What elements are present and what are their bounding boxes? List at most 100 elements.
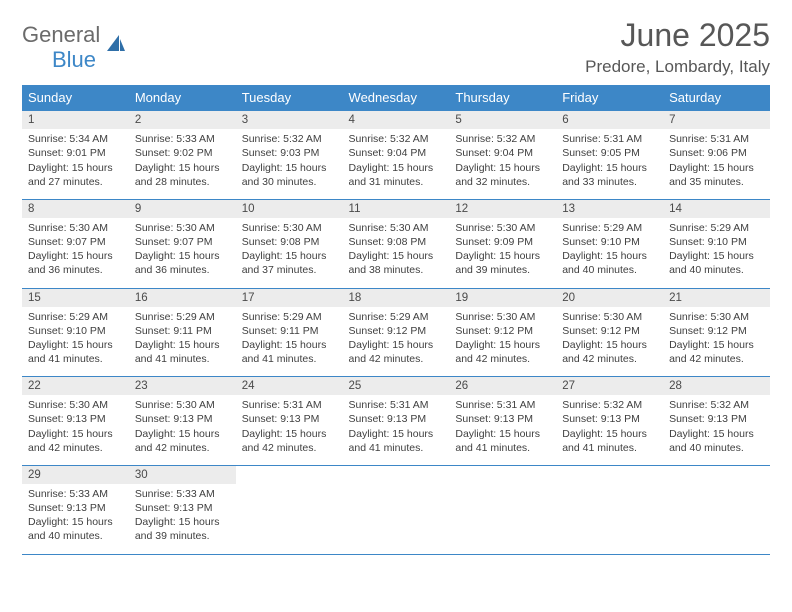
sunset-text: Sunset: 9:08 PM [349, 235, 444, 249]
sunset-text: Sunset: 9:12 PM [669, 324, 764, 338]
d1-text: Daylight: 15 hours [28, 338, 123, 352]
sunrise-text: Sunrise: 5:29 AM [28, 310, 123, 324]
page-header: General Blue June 2025 Predore, Lombardy… [22, 18, 770, 77]
day-content-cell: Sunrise: 5:30 AMSunset: 9:07 PMDaylight:… [129, 218, 236, 288]
day-content-cell: Sunrise: 5:30 AMSunset: 9:12 PMDaylight:… [556, 307, 663, 377]
d1-text: Daylight: 15 hours [242, 249, 337, 263]
sunset-text: Sunset: 9:13 PM [242, 412, 337, 426]
day-content-cell: Sunrise: 5:32 AMSunset: 9:04 PMDaylight:… [343, 129, 450, 199]
d2-text: and 41 minutes. [455, 441, 550, 455]
sunset-text: Sunset: 9:13 PM [669, 412, 764, 426]
day-number-row: 22232425262728 [22, 377, 770, 396]
sunrise-text: Sunrise: 5:33 AM [135, 487, 230, 501]
d2-text: and 33 minutes. [562, 175, 657, 189]
d1-text: Daylight: 15 hours [242, 161, 337, 175]
sunset-text: Sunset: 9:12 PM [349, 324, 444, 338]
month-title: June 2025 [585, 18, 770, 53]
day-number-row: 2930 [22, 465, 770, 484]
sunrise-text: Sunrise: 5:30 AM [455, 310, 550, 324]
day-content-cell: Sunrise: 5:31 AMSunset: 9:05 PMDaylight:… [556, 129, 663, 199]
d1-text: Daylight: 15 hours [669, 427, 764, 441]
day-number-cell: 27 [556, 377, 663, 396]
d2-text: and 42 minutes. [669, 352, 764, 366]
day-content-cell [663, 484, 770, 554]
calendar-table: Sunday Monday Tuesday Wednesday Thursday… [22, 85, 770, 554]
day-content-cell [343, 484, 450, 554]
d2-text: and 41 minutes. [28, 352, 123, 366]
d2-text: and 42 minutes. [242, 441, 337, 455]
d1-text: Daylight: 15 hours [562, 161, 657, 175]
sunset-text: Sunset: 9:07 PM [135, 235, 230, 249]
d2-text: and 27 minutes. [28, 175, 123, 189]
sunset-text: Sunset: 9:13 PM [562, 412, 657, 426]
day-number-cell: 1 [22, 111, 129, 130]
sunrise-text: Sunrise: 5:29 AM [669, 221, 764, 235]
d1-text: Daylight: 15 hours [135, 338, 230, 352]
sunrise-text: Sunrise: 5:32 AM [562, 398, 657, 412]
d1-text: Daylight: 15 hours [28, 161, 123, 175]
day-number-cell: 20 [556, 288, 663, 307]
day-number-cell: 10 [236, 199, 343, 218]
d1-text: Daylight: 15 hours [242, 338, 337, 352]
logo-text-block: General Blue [22, 24, 100, 73]
d1-text: Daylight: 15 hours [455, 427, 550, 441]
d1-text: Daylight: 15 hours [669, 161, 764, 175]
d2-text: and 41 minutes. [135, 352, 230, 366]
weekday-header: Tuesday [236, 85, 343, 111]
sunrise-text: Sunrise: 5:30 AM [28, 398, 123, 412]
day-content-cell: Sunrise: 5:31 AMSunset: 9:13 PMDaylight:… [236, 395, 343, 465]
logo: General Blue [22, 24, 127, 73]
sunrise-text: Sunrise: 5:32 AM [242, 132, 337, 146]
day-content-cell: Sunrise: 5:33 AMSunset: 9:02 PMDaylight:… [129, 129, 236, 199]
day-number-cell: 11 [343, 199, 450, 218]
day-number-cell: 21 [663, 288, 770, 307]
day-content-cell: Sunrise: 5:32 AMSunset: 9:03 PMDaylight:… [236, 129, 343, 199]
day-number-cell: 17 [236, 288, 343, 307]
d1-text: Daylight: 15 hours [135, 161, 230, 175]
sunrise-text: Sunrise: 5:33 AM [28, 487, 123, 501]
d1-text: Daylight: 15 hours [562, 249, 657, 263]
day-number-cell: 14 [663, 199, 770, 218]
d1-text: Daylight: 15 hours [349, 427, 444, 441]
logo-text-blue: Blue [52, 47, 96, 72]
d2-text: and 42 minutes. [135, 441, 230, 455]
sunrise-text: Sunrise: 5:31 AM [242, 398, 337, 412]
d1-text: Daylight: 15 hours [562, 427, 657, 441]
day-number-row: 15161718192021 [22, 288, 770, 307]
day-content-cell: Sunrise: 5:30 AMSunset: 9:08 PMDaylight:… [236, 218, 343, 288]
day-content-cell: Sunrise: 5:30 AMSunset: 9:12 PMDaylight:… [663, 307, 770, 377]
day-number-cell: 15 [22, 288, 129, 307]
day-number-cell: 30 [129, 465, 236, 484]
d2-text: and 32 minutes. [455, 175, 550, 189]
day-content-cell: Sunrise: 5:32 AMSunset: 9:04 PMDaylight:… [449, 129, 556, 199]
d2-text: and 35 minutes. [669, 175, 764, 189]
day-number-cell: 28 [663, 377, 770, 396]
d2-text: and 30 minutes. [242, 175, 337, 189]
day-number-cell: 5 [449, 111, 556, 130]
sunset-text: Sunset: 9:13 PM [135, 412, 230, 426]
sunrise-text: Sunrise: 5:32 AM [669, 398, 764, 412]
weekday-header: Monday [129, 85, 236, 111]
location-label: Predore, Lombardy, Italy [585, 57, 770, 77]
d1-text: Daylight: 15 hours [349, 338, 444, 352]
sunset-text: Sunset: 9:03 PM [242, 146, 337, 160]
d1-text: Daylight: 15 hours [455, 161, 550, 175]
d1-text: Daylight: 15 hours [135, 249, 230, 263]
weekday-header: Thursday [449, 85, 556, 111]
sunrise-text: Sunrise: 5:31 AM [562, 132, 657, 146]
day-number-cell [449, 465, 556, 484]
d2-text: and 40 minutes. [562, 263, 657, 277]
day-number-row: 891011121314 [22, 199, 770, 218]
d2-text: and 41 minutes. [242, 352, 337, 366]
sunset-text: Sunset: 9:06 PM [669, 146, 764, 160]
sunset-text: Sunset: 9:02 PM [135, 146, 230, 160]
sunset-text: Sunset: 9:12 PM [562, 324, 657, 338]
day-content-cell: Sunrise: 5:29 AMSunset: 9:10 PMDaylight:… [663, 218, 770, 288]
day-content-cell: Sunrise: 5:29 AMSunset: 9:12 PMDaylight:… [343, 307, 450, 377]
day-content-cell: Sunrise: 5:29 AMSunset: 9:10 PMDaylight:… [556, 218, 663, 288]
day-content-cell: Sunrise: 5:32 AMSunset: 9:13 PMDaylight:… [663, 395, 770, 465]
day-number-cell: 13 [556, 199, 663, 218]
sunrise-text: Sunrise: 5:30 AM [562, 310, 657, 324]
sunset-text: Sunset: 9:01 PM [28, 146, 123, 160]
sunrise-text: Sunrise: 5:32 AM [349, 132, 444, 146]
